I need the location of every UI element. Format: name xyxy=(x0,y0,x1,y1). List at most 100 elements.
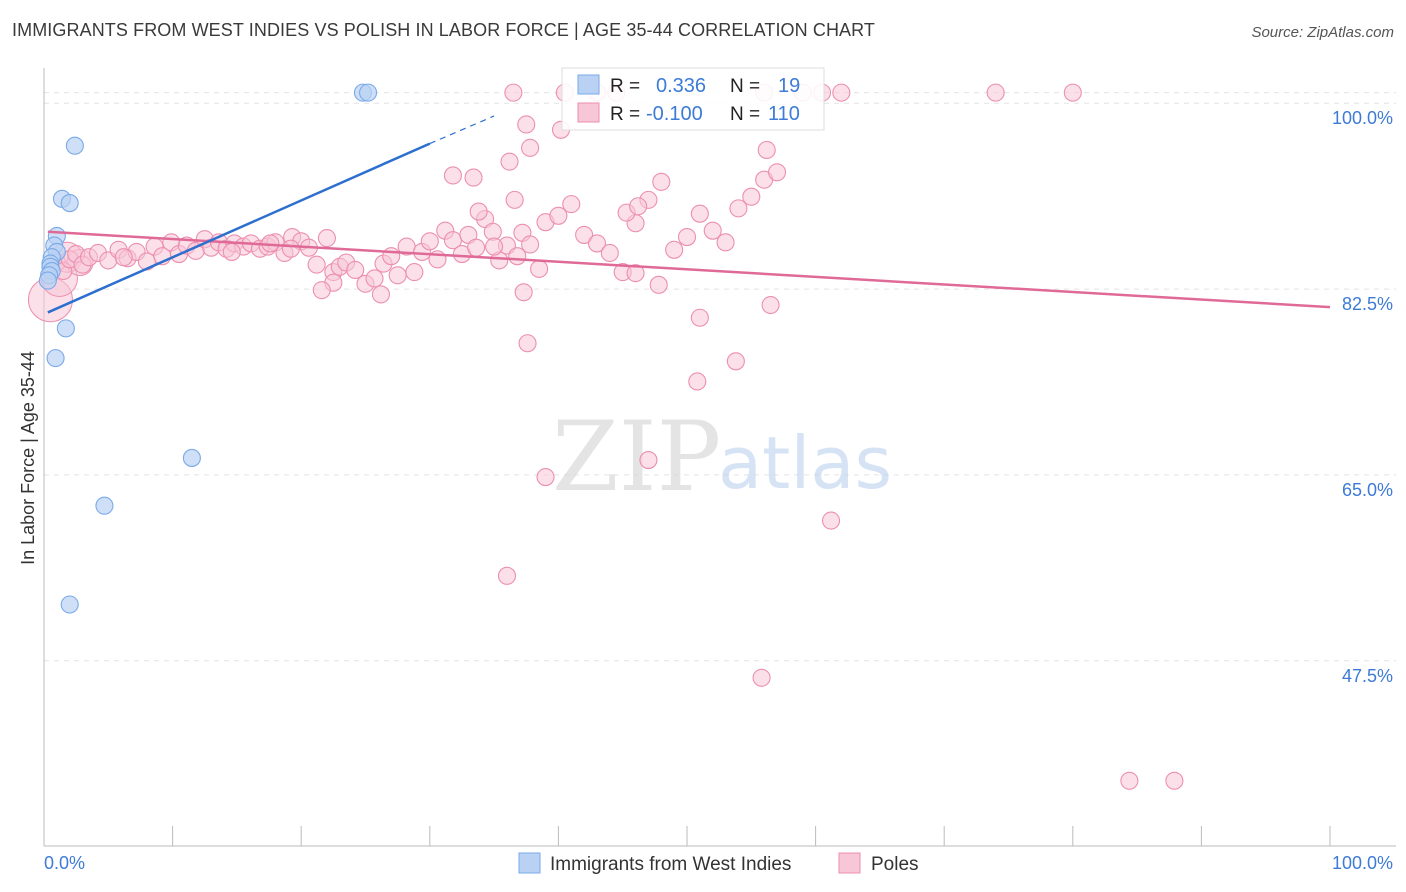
stats-r-value-1: 0.336 xyxy=(656,75,706,97)
series-poles xyxy=(27,83,1184,790)
stats-box-frame xyxy=(561,67,825,131)
watermark: ZIP atlas xyxy=(552,401,892,513)
data-point-poles xyxy=(517,115,536,134)
data-point-west-indies xyxy=(65,136,84,155)
data-point-poles xyxy=(986,83,1005,102)
data-point-poles xyxy=(485,237,504,256)
data-point-west-indies xyxy=(60,595,79,614)
data-point-poles xyxy=(726,352,745,371)
data-point-poles xyxy=(742,187,761,206)
data-point-poles xyxy=(500,152,519,171)
data-point-poles xyxy=(114,248,133,267)
legend-swatch-poles xyxy=(838,852,861,874)
stats-swatch-west-indies xyxy=(577,74,600,95)
axes xyxy=(43,68,1396,847)
data-point-poles xyxy=(677,227,697,247)
data-point-west-indies xyxy=(95,496,114,515)
data-point-poles xyxy=(281,239,300,258)
trend-line-west-indies-extension xyxy=(429,115,495,145)
source-label: Source: ZipAtlas.com xyxy=(1251,24,1394,41)
data-point-poles xyxy=(504,83,523,102)
data-point-poles xyxy=(508,247,527,266)
gridlines xyxy=(44,92,1396,662)
data-point-poles xyxy=(530,259,549,278)
watermark-atlas: atlas xyxy=(718,421,892,505)
data-point-poles xyxy=(312,281,331,300)
data-point-poles xyxy=(521,138,540,157)
data-point-poles xyxy=(536,468,555,487)
x-tick-label-min: 0.0% xyxy=(44,853,85,873)
data-point-poles xyxy=(832,83,851,102)
data-point-poles xyxy=(307,255,326,274)
data-point-west-indies xyxy=(38,271,57,290)
data-point-poles xyxy=(757,140,776,160)
data-point-poles xyxy=(716,233,735,252)
legend-label-poles: Poles xyxy=(871,854,919,875)
data-point-west-indies xyxy=(60,194,79,213)
data-point-poles xyxy=(521,235,540,254)
data-point-poles xyxy=(690,308,709,327)
data-point-poles xyxy=(575,225,594,244)
data-point-poles xyxy=(626,264,645,283)
data-point-poles xyxy=(703,221,722,240)
y-tick-labels: 47.5% 65.0% 82.5% 100.0% xyxy=(1332,108,1393,686)
stats-r-label-2: R = xyxy=(610,104,640,125)
data-point-west-indies xyxy=(182,448,201,467)
stats-box: R = 0.336 N = 19 R = -0.100 N = 110 xyxy=(561,67,825,131)
stats-n-label-1: N = xyxy=(730,76,760,97)
data-point-poles xyxy=(600,243,619,263)
stats-r-label-1: R = xyxy=(610,76,640,97)
chart-title: IMMIGRANTS FROM WEST INDIES VS POLISH IN… xyxy=(12,20,876,40)
data-point-poles xyxy=(497,566,517,585)
data-point-poles xyxy=(1165,771,1184,790)
stats-n-value-1: 19 xyxy=(778,75,800,97)
data-point-poles xyxy=(665,240,684,259)
data-point-poles xyxy=(405,263,424,282)
data-point-poles xyxy=(652,172,671,191)
data-point-poles xyxy=(587,234,607,253)
data-point-poles xyxy=(469,202,488,221)
legend: Immigrants from West Indies Poles xyxy=(518,852,919,875)
data-point-poles xyxy=(690,204,709,223)
data-point-poles xyxy=(639,451,658,470)
data-point-poles xyxy=(767,163,787,182)
stats-swatch-poles xyxy=(577,102,600,123)
data-point-west-indies xyxy=(359,83,378,102)
trend-line-poles xyxy=(47,230,1331,309)
stats-r-value-2: -0.100 xyxy=(646,103,703,125)
series-west-indies xyxy=(38,83,378,614)
data-point-poles xyxy=(467,238,486,257)
y-tick-label: 82.5% xyxy=(1342,294,1393,314)
data-point-poles xyxy=(346,260,365,280)
data-point-poles xyxy=(761,295,780,315)
data-point-west-indies xyxy=(46,349,65,368)
trend-line-west-indies xyxy=(47,142,431,314)
data-point-poles xyxy=(371,285,390,304)
data-point-poles xyxy=(317,229,336,248)
x-ticks xyxy=(172,826,1331,846)
legend-label-west-indies: Immigrants from West Indies xyxy=(550,854,791,875)
data-point-poles xyxy=(514,283,533,302)
data-point-poles xyxy=(729,199,748,218)
x-tick-label-max: 100.0% xyxy=(1332,853,1393,873)
y-tick-label: 65.0% xyxy=(1342,480,1393,500)
trend-lines xyxy=(47,115,1331,314)
stats-n-value-2: 110 xyxy=(768,103,800,125)
data-point-poles xyxy=(688,372,707,391)
y-tick-label: 100.0% xyxy=(1332,108,1393,128)
data-point-poles xyxy=(629,197,648,216)
data-point-poles xyxy=(1120,771,1139,790)
data-point-poles xyxy=(1063,83,1082,102)
data-point-poles xyxy=(518,334,537,353)
data-point-poles xyxy=(562,195,581,214)
data-point-poles xyxy=(365,269,384,288)
data-point-poles xyxy=(821,511,841,530)
data-point-poles xyxy=(464,168,483,187)
watermark-zip: ZIP xyxy=(552,401,721,513)
data-point-poles xyxy=(505,190,524,209)
data-point-west-indies xyxy=(56,319,75,338)
legend-swatch-west-indies xyxy=(518,852,541,874)
data-point-poles xyxy=(222,242,241,261)
y-axis-label: In Labor Force | Age 35-44 xyxy=(18,351,38,565)
